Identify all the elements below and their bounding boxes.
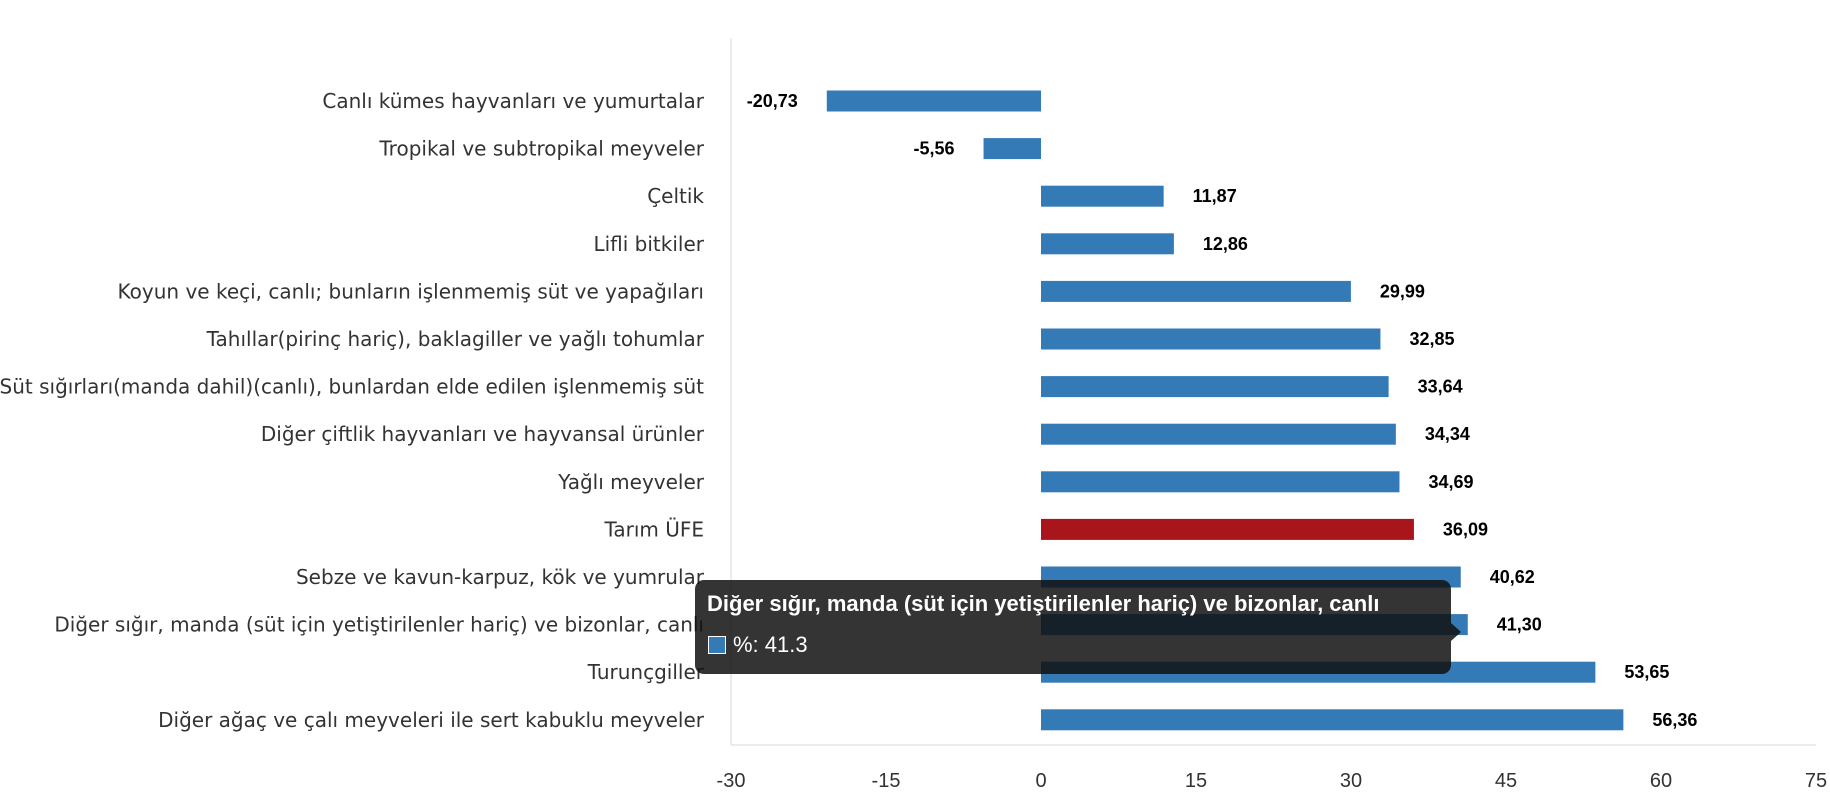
tooltip-row: %: 41.3: [708, 632, 808, 658]
data-label: -20,73: [747, 91, 798, 111]
category-label: Tropikal ve subtropikal meyveler: [378, 137, 704, 161]
x-tick-label: 0: [1035, 770, 1046, 792]
category-label: Süt sığırları(manda dahil)(canlı), bunla…: [0, 375, 704, 399]
bar: [983, 138, 1041, 160]
bar: [826, 90, 1041, 112]
data-label: 53,65: [1624, 662, 1669, 682]
bar: [1041, 376, 1389, 398]
bar: [1041, 471, 1400, 493]
x-tick-label: 30: [1340, 770, 1362, 792]
tooltip-caret: [1451, 623, 1461, 641]
bar: [1041, 328, 1381, 350]
category-label: Tahıllar(pirinç hariç), baklagiller ve y…: [206, 327, 705, 351]
category-label: Tarım ÜFE: [603, 517, 704, 541]
category-label: Diğer sığır, manda (süt için yetiştirile…: [54, 613, 704, 637]
bar: [1041, 233, 1174, 255]
data-label: 32,85: [1409, 329, 1454, 349]
data-label: 11,87: [1193, 186, 1237, 206]
bar: [1041, 280, 1351, 302]
x-tick-label: 60: [1650, 770, 1672, 792]
tooltip-swatch: [708, 636, 726, 654]
category-label: Yağlı meyveler: [557, 470, 705, 494]
data-label: 41,30: [1497, 615, 1542, 635]
category-label: Diğer çiftlik hayvanları ve hayvansal ür…: [261, 422, 705, 446]
x-tick-label: -15: [872, 770, 901, 792]
category-label: Sebze ve kavun-karpuz, kök ve yumrular: [296, 565, 705, 589]
x-tick-label: -30: [717, 770, 746, 792]
chart-tooltip: Diğer sığır, manda (süt için yetiştirile…: [695, 580, 1461, 674]
x-tick-label: 45: [1495, 770, 1517, 792]
data-label: 12,86: [1203, 234, 1248, 254]
bar: [1041, 185, 1164, 207]
category-label: Canlı kümes hayvanları ve yumurtalar: [322, 89, 704, 113]
data-label: -5,56: [914, 139, 955, 159]
category-label: Turunçgiller: [587, 660, 705, 684]
bar: [1041, 709, 1624, 731]
tooltip-value: %: 41.3: [733, 632, 808, 657]
data-label: 36,09: [1443, 519, 1488, 539]
x-tick-label: 75: [1805, 770, 1827, 792]
data-label: 29,99: [1380, 281, 1425, 301]
data-label: 40,62: [1490, 567, 1535, 587]
x-tick-label: 15: [1185, 770, 1207, 792]
category-label: Lifli bitkiler: [593, 232, 704, 256]
category-label: Koyun ve keçi, canlı; bunların işlenmemi…: [118, 279, 704, 303]
data-label: 34,34: [1425, 424, 1470, 444]
data-label: 34,69: [1428, 472, 1473, 492]
data-label: 33,64: [1418, 377, 1463, 397]
category-label: Diğer ağaç ve çalı meyveleri ile sert ka…: [158, 708, 705, 732]
bar: [1041, 423, 1396, 445]
tooltip-title: Diğer sığır, manda (süt için yetiştirile…: [707, 591, 1380, 616]
category-label: Çeltik: [647, 184, 704, 208]
bar: [1041, 518, 1414, 540]
data-label: 56,36: [1652, 710, 1697, 730]
